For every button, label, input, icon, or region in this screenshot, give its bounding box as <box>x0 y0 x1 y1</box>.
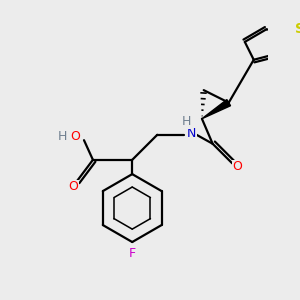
Text: H: H <box>58 130 67 143</box>
Text: O: O <box>68 180 78 193</box>
Polygon shape <box>202 100 231 119</box>
Text: O: O <box>233 160 243 173</box>
Text: S: S <box>295 22 300 36</box>
Text: F: F <box>129 247 136 260</box>
Text: O: O <box>70 130 80 143</box>
Text: H: H <box>182 115 191 128</box>
Text: N: N <box>187 127 196 140</box>
